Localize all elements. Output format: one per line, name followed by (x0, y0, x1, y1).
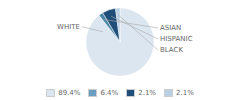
html-text:89.4%: 89.4% (58, 89, 81, 97)
svg-text:BLACK: BLACK (160, 46, 183, 54)
html-text:2.1%: 2.1% (176, 89, 194, 97)
svg-text:HISPANIC: HISPANIC (160, 35, 193, 43)
html-text:2.1%: 2.1% (138, 89, 156, 97)
svg-text:WHITE: WHITE (57, 23, 80, 31)
svg-text:ASIAN: ASIAN (160, 24, 181, 32)
html-text:6.4%: 6.4% (100, 89, 119, 97)
